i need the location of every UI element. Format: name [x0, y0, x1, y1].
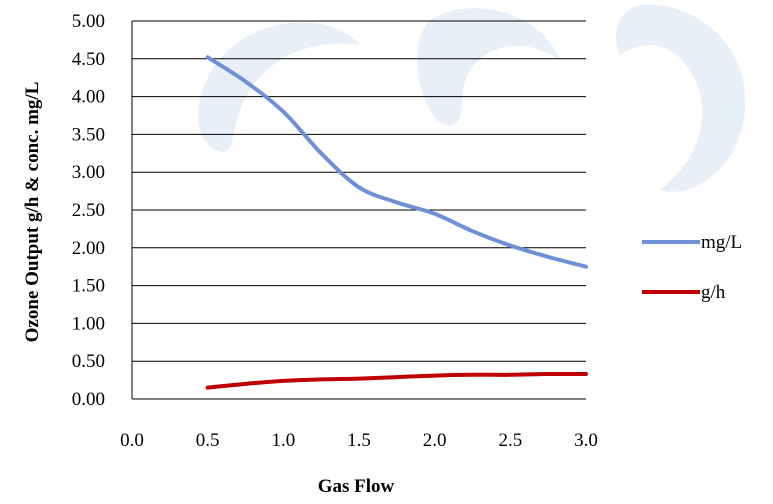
y-tick-label: 0.00: [72, 389, 105, 410]
y-tick-label: 1.00: [72, 313, 105, 334]
x-tick-label: 2.5: [498, 430, 522, 451]
x-tick-label: 3.0: [574, 430, 598, 451]
y-tick-label: 2.00: [72, 238, 105, 259]
series-line-mg-per-l: [205, 55, 588, 269]
legend-label: g/h: [701, 282, 726, 303]
series-line-g-per-h: [205, 371, 588, 390]
y-tick-label: 3.00: [72, 162, 105, 183]
watermark-swoosh-3: [616, 4, 746, 192]
series-lines: [205, 55, 588, 390]
x-axis-ticks: 0.0 0.5 1.0 1.5 2.0 2.5 3.0: [120, 430, 598, 451]
x-tick-label: 2.0: [423, 430, 447, 451]
y-axis-ticks: 0.00 0.50 1.00 1.50 2.00 2.50 3.00 3.50 4.00 4.50…: [72, 11, 105, 410]
x-tick-label: 0.0: [120, 430, 144, 451]
x-tick-label: 0.5: [196, 430, 220, 451]
x-tick-label: 1.5: [347, 430, 371, 451]
y-tick-label: 0.50: [72, 351, 105, 372]
y-tick-label: 5.00: [72, 11, 105, 32]
watermark: [198, 4, 746, 192]
y-axis-title: Ozone Output g/h & conc. mg/L: [22, 82, 43, 343]
x-tick-label: 1.0: [271, 430, 295, 451]
legend: mg/L g/h: [642, 232, 742, 303]
x-axis-title: Gas Flow: [318, 476, 395, 497]
watermark-swoosh-2: [417, 8, 560, 126]
legend-label: mg/L: [701, 232, 742, 253]
y-tick-label: 2.50: [72, 200, 105, 221]
y-tick-label: 3.50: [72, 124, 105, 145]
y-tick-label: 4.50: [72, 49, 105, 70]
y-tick-label: 4.00: [72, 87, 105, 108]
y-tick-label: 1.50: [72, 276, 105, 297]
watermark-swoosh-1: [198, 22, 360, 152]
gridlines: [131, 20, 586, 400]
